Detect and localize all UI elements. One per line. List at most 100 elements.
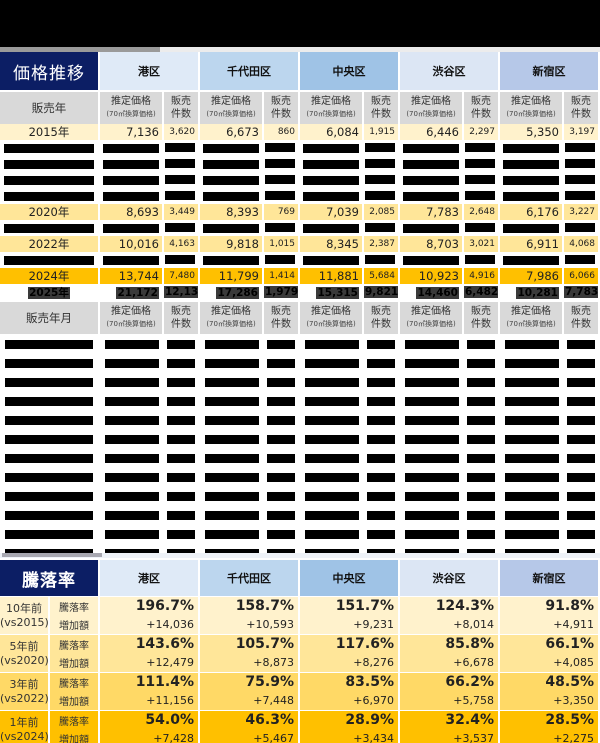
redaction-bar bbox=[367, 340, 395, 349]
redaction-bar bbox=[4, 256, 94, 265]
year-label: 2022年 bbox=[0, 236, 100, 252]
count-label-1: 販売 bbox=[471, 306, 491, 317]
rate-row: 10年前 (vs2015) 騰落率 196.7% 158.7% 151.7% 124.3% 9… bbox=[0, 596, 600, 634]
increase-amount-cell: +8,873 bbox=[200, 653, 300, 672]
redaction-bar bbox=[167, 340, 195, 349]
sales-count-cell bbox=[464, 410, 500, 429]
sales-count-cell bbox=[464, 220, 500, 236]
redaction-bar bbox=[503, 144, 559, 153]
price-cell bbox=[500, 353, 564, 372]
scrollbar-thumb[interactable] bbox=[2, 553, 102, 557]
sales-count-cell bbox=[364, 140, 400, 156]
price-sub-label: (70㎡換算価格) bbox=[106, 110, 156, 118]
redaction-bar bbox=[505, 530, 559, 539]
month-row bbox=[0, 467, 600, 486]
year-row: 2022年 10,016 4,163 9,818 1,015 8,345 2,387 8,70… bbox=[0, 236, 600, 252]
redaction-bar bbox=[167, 378, 195, 387]
sales-count-cell: 6,066 bbox=[564, 268, 600, 284]
month-label bbox=[0, 486, 100, 505]
price-cell bbox=[100, 353, 164, 372]
month-row bbox=[0, 334, 600, 353]
price-cell bbox=[100, 140, 164, 156]
price-cell: 7,136 bbox=[100, 124, 164, 140]
sales-count-cell: 4,916 bbox=[464, 268, 500, 284]
redaction-bar bbox=[305, 416, 359, 425]
redaction-bar bbox=[5, 397, 93, 406]
sales-count-cell bbox=[464, 372, 500, 391]
rate-kind-label: 騰落率 bbox=[50, 672, 100, 691]
sales-count-cell bbox=[564, 467, 600, 486]
redaction-bar bbox=[205, 416, 259, 425]
price-sub-label: (70㎡換算価格) bbox=[406, 110, 456, 118]
price-label: 推定価格 bbox=[211, 96, 251, 107]
redaction-bar bbox=[303, 176, 359, 185]
count-col-header: 販売 件数 bbox=[464, 90, 500, 124]
redaction-bar bbox=[203, 144, 259, 153]
rate-district-chiyoda: 千代田区 bbox=[200, 560, 300, 596]
redaction-bar bbox=[105, 359, 159, 368]
increase-amount-cell: +5,758 bbox=[400, 691, 500, 710]
redaction-bar bbox=[405, 454, 459, 463]
price-col-header: 推定価格 (70㎡換算価格) bbox=[100, 300, 164, 334]
year-label bbox=[0, 140, 100, 156]
price-cell: 7,039 bbox=[300, 204, 364, 220]
month-label bbox=[0, 448, 100, 467]
sale-year-header: 販売年 bbox=[0, 90, 100, 124]
sales-count-cell bbox=[164, 188, 200, 204]
sales-count-cell: 2,387 bbox=[364, 236, 400, 252]
redaction-bar bbox=[465, 175, 495, 184]
price-label: 推定価格 bbox=[311, 306, 351, 317]
period-label: 10年前 (vs2015) bbox=[0, 596, 50, 634]
count-col-header: 販売 件数 bbox=[564, 300, 600, 334]
redaction-bar bbox=[205, 435, 259, 444]
price-cell bbox=[300, 140, 364, 156]
period-label: 3年前 (vs2022) bbox=[0, 672, 50, 710]
month-label bbox=[0, 391, 100, 410]
rate-row: 3年前 (vs2022) 騰落率 111.4% 75.9% 83.5% 66.2% 48.5% bbox=[0, 672, 600, 710]
increase-amount-cell: +3,350 bbox=[500, 691, 600, 710]
sales-count-cell: 1,915 bbox=[364, 124, 400, 140]
sales-count-cell: 860 bbox=[264, 124, 300, 140]
sales-count-cell bbox=[564, 188, 600, 204]
price-cell bbox=[200, 391, 264, 410]
price-cell bbox=[200, 172, 264, 188]
sales-count-cell bbox=[264, 334, 300, 353]
horizontal-scrollbar[interactable] bbox=[0, 553, 600, 558]
sales-count-cell: 3,449 bbox=[164, 204, 200, 220]
redaction-bar bbox=[503, 224, 559, 233]
sales-count-cell: 4,163 bbox=[164, 236, 200, 252]
rate-percent-cell: 85.8% bbox=[400, 634, 500, 653]
redaction-bar bbox=[5, 359, 93, 368]
sales-count-cell bbox=[464, 467, 500, 486]
price-cell bbox=[100, 505, 164, 524]
redaction-bar bbox=[105, 416, 159, 425]
redaction-bar bbox=[467, 397, 495, 406]
price-cell bbox=[200, 505, 264, 524]
sales-count-cell bbox=[264, 448, 300, 467]
redaction-bar bbox=[365, 191, 395, 200]
period-years-ago: 5年前 bbox=[9, 639, 39, 653]
rate-table-title: 騰落率 bbox=[0, 560, 100, 596]
price-col-header: 推定価格 (70㎡換算価格) bbox=[200, 300, 264, 334]
redaction-bar bbox=[205, 378, 259, 387]
period-years-ago: 10年前 bbox=[6, 601, 42, 615]
price-cell bbox=[400, 334, 464, 353]
rate-percent-cell: 151.7% bbox=[300, 596, 400, 615]
redaction-bar bbox=[405, 416, 459, 425]
sales-count-cell bbox=[564, 156, 600, 172]
redaction-bar bbox=[167, 397, 195, 406]
redaction-bar bbox=[505, 416, 559, 425]
redaction-bar bbox=[403, 176, 459, 185]
redaction-bar bbox=[367, 378, 395, 387]
price-cell bbox=[500, 429, 564, 448]
price-cell bbox=[400, 524, 464, 543]
redaction-bar bbox=[505, 511, 559, 520]
price-label: 推定価格 bbox=[311, 96, 351, 107]
sales-count-cell: 2,297 bbox=[464, 124, 500, 140]
redaction-bar bbox=[167, 359, 195, 368]
redaction-bar bbox=[467, 511, 495, 520]
year-label: 2025年 bbox=[0, 284, 100, 300]
sales-count-cell: 3,620 bbox=[164, 124, 200, 140]
count-label-1: 販売 bbox=[471, 96, 491, 107]
price-sub-label: (70㎡換算価格) bbox=[506, 320, 556, 328]
